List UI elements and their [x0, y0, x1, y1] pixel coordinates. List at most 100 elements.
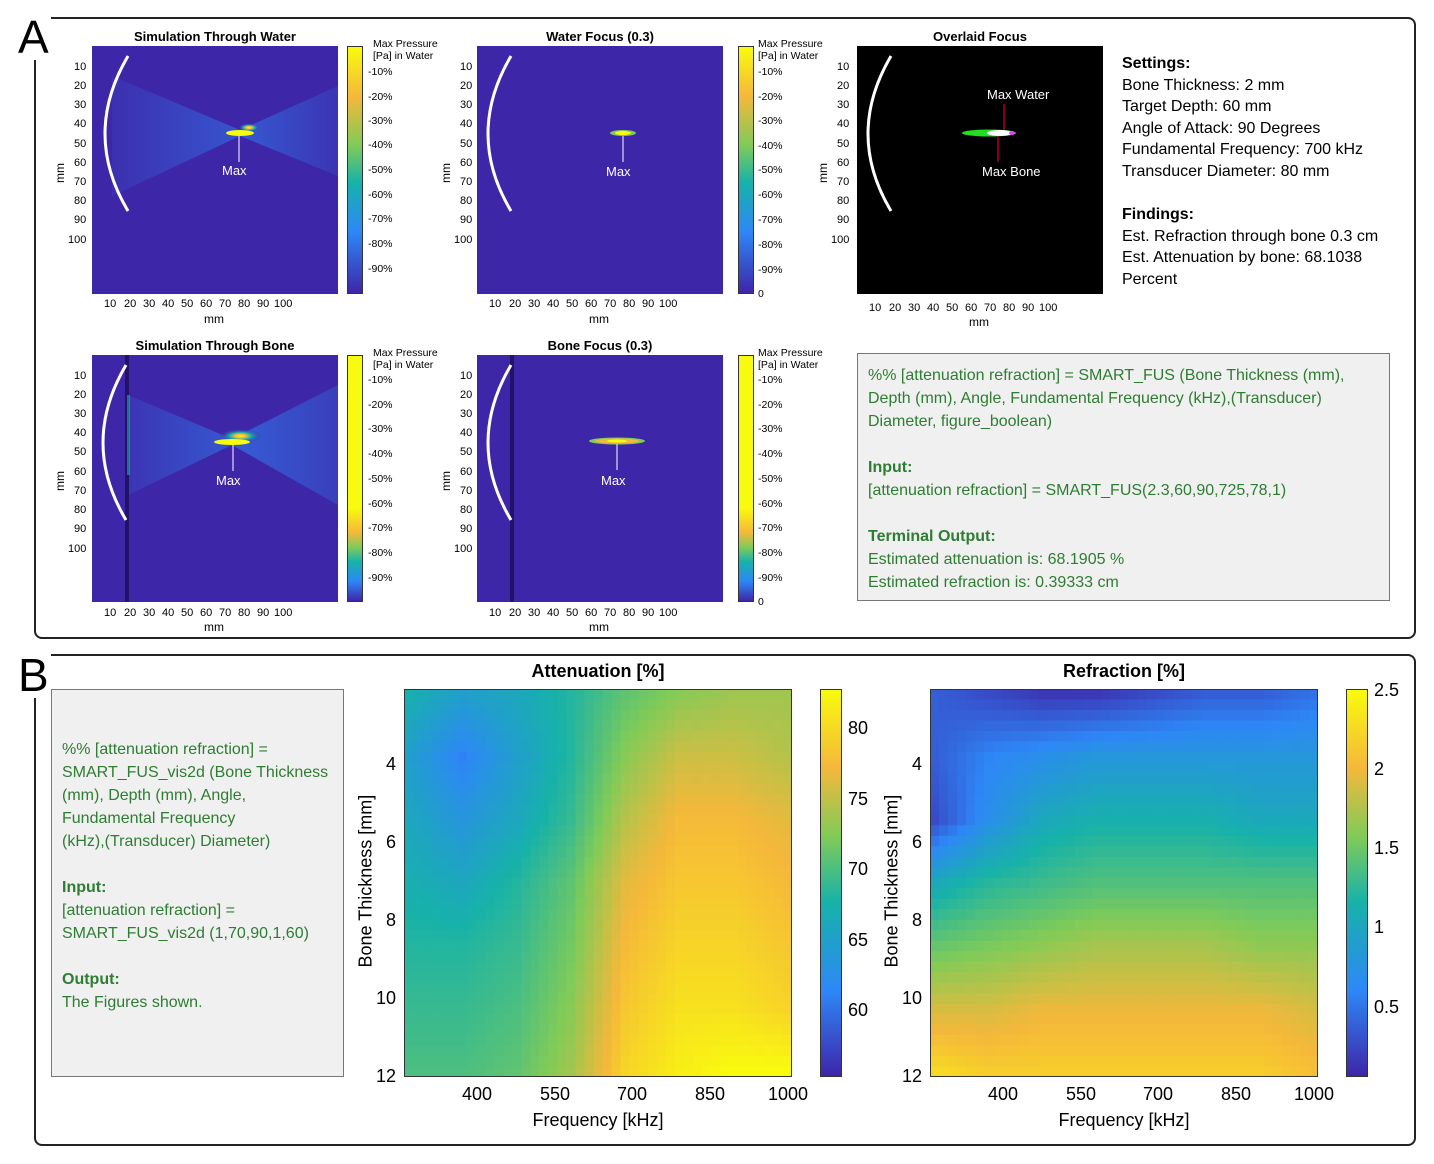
heatmap-cell [539, 919, 549, 931]
heatmap-cell [1164, 709, 1175, 722]
heatmap-cell [1074, 951, 1084, 963]
heatmap-cell [1209, 856, 1220, 868]
heatmap-cell [413, 793, 423, 805]
colorbar-tick: -70% [368, 213, 393, 225]
heatmap-cell [728, 898, 739, 910]
heatmap-cell [422, 888, 432, 900]
heatmap-cell [1200, 783, 1211, 795]
heatmap-cell [683, 909, 694, 921]
heatmap-cell [512, 741, 522, 753]
heatmap-cell [719, 867, 730, 879]
heatmap-cell [476, 940, 486, 952]
heatmap-cell [638, 741, 649, 753]
x-tick: 20 [124, 298, 137, 310]
heatmap-cell [1065, 699, 1075, 711]
heatmap-cell [440, 877, 450, 889]
heatmap-cell [1227, 961, 1238, 973]
heatmap-cell [458, 835, 468, 847]
heatmap-cell [674, 961, 685, 973]
heatmap-cell [1254, 1035, 1265, 1047]
heatmap-cell [629, 772, 640, 784]
heatmap-cell [755, 1045, 766, 1057]
heatmap-cell [404, 730, 414, 743]
heatmap-cell [1245, 919, 1256, 931]
heatmap-cell [458, 772, 468, 784]
heatmap-cell [1146, 709, 1157, 722]
plot-title: Water Focus (0.3) [546, 29, 654, 44]
heatmap-cell [948, 1066, 958, 1077]
heatmap-cell [548, 898, 558, 910]
heatmap-cell [746, 1003, 757, 1015]
heatmap-cell [764, 720, 775, 732]
heatmap-cell [1281, 741, 1292, 753]
heatmap-cell [701, 720, 712, 732]
heatmap-cell [764, 835, 775, 847]
heatmap-cell [476, 951, 486, 963]
heatmap-cell [674, 982, 685, 994]
heatmap-cell [575, 699, 586, 711]
heatmap-cell [966, 835, 976, 847]
heatmap-cell [1002, 846, 1012, 858]
heatmap-cell [647, 751, 658, 764]
heatmap-cell [1083, 1014, 1094, 1026]
heatmap-cell [1110, 846, 1121, 858]
heatmap-cell [449, 877, 459, 889]
heatmap-cell [710, 751, 721, 764]
heatmap-cell [503, 898, 513, 910]
heatmap-cell [476, 972, 486, 984]
heatmap-cell [548, 825, 558, 837]
heatmap-cell [1029, 814, 1039, 826]
heatmap-cell [1290, 835, 1301, 847]
heatmap-cell [467, 730, 477, 743]
heatmap-cell [584, 919, 595, 931]
heatmap-cell [939, 699, 949, 711]
heatmap-cell [755, 751, 766, 764]
heatmap-cell [440, 1024, 450, 1036]
heatmap-cell [1155, 699, 1166, 711]
heatmap-cell [773, 867, 784, 879]
heatmap-cell [1101, 1066, 1112, 1077]
heatmap-cell [683, 919, 694, 931]
heatmap-cell [1119, 993, 1130, 1005]
heatmap-cell [1254, 1066, 1265, 1077]
heatmap-cell [1065, 867, 1075, 879]
heatmap-cell [1281, 1035, 1292, 1047]
heatmap-cell [1191, 804, 1202, 816]
heatmap-cell [584, 709, 595, 722]
heatmap-cell [782, 919, 792, 931]
heatmap-cell [413, 846, 423, 858]
heatmap-cell [1110, 751, 1121, 764]
heatmap-cell [1002, 867, 1012, 879]
heatmap-cell [1254, 762, 1265, 774]
heatmap-cell [449, 993, 459, 1005]
heatmap-cell [1020, 930, 1030, 942]
heatmap-cell [1209, 699, 1220, 711]
heatmap-cell [728, 825, 739, 837]
heatmap-cell [1272, 689, 1283, 701]
heatmap-cell [1155, 867, 1166, 879]
heatmap-cell [1056, 961, 1066, 973]
heatmap-cell [1182, 741, 1193, 753]
x-tick: 30 [143, 607, 156, 619]
heatmap-cell [620, 1056, 631, 1068]
heatmap-cell [530, 846, 540, 858]
heatmap-cell [1209, 1045, 1220, 1057]
heatmap-cell [404, 783, 414, 795]
heatmap-cell [930, 720, 940, 732]
heatmap-cell [948, 741, 958, 753]
heatmap-cell [1155, 982, 1166, 994]
heatmap-cell [1002, 762, 1012, 774]
heatmap-cell [1038, 898, 1048, 910]
heatmap-cell [1002, 972, 1012, 984]
heatmap-cell [449, 762, 459, 774]
heatmap-cell [984, 1066, 994, 1077]
heatmap-cell [1155, 1024, 1166, 1036]
heatmap-cell [674, 919, 685, 931]
heatmap-cell [1272, 1066, 1283, 1077]
heatmap-cell [530, 741, 540, 753]
heatmap-cell [755, 909, 766, 921]
heatmap-cell [602, 1003, 613, 1015]
heatmap-cell [984, 982, 994, 994]
heatmap-cell [629, 972, 640, 984]
heatmap-cell [449, 783, 459, 795]
